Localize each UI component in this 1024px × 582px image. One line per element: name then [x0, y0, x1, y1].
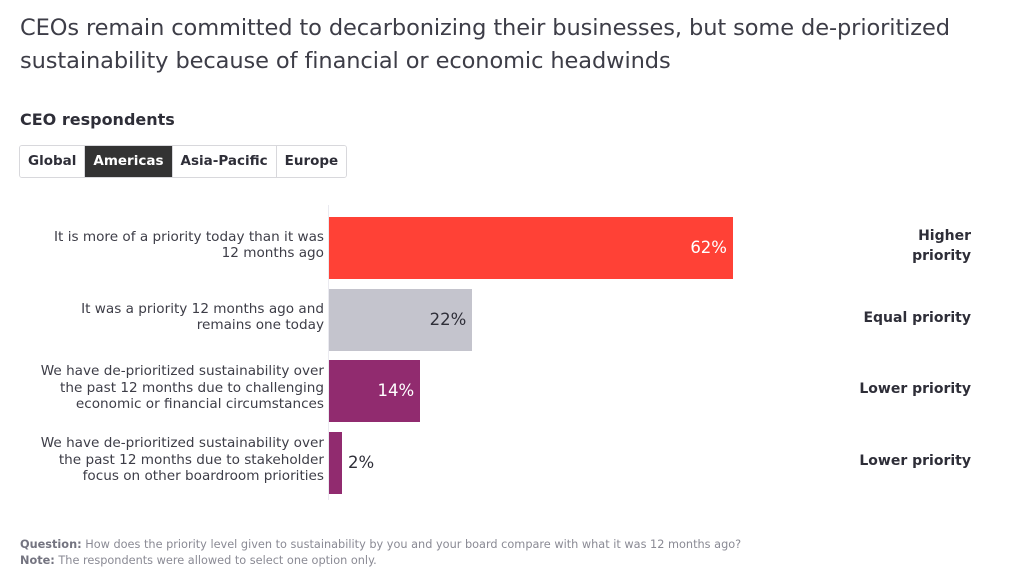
data-label: 2% — [348, 453, 375, 472]
data-label: 14% — [377, 381, 415, 400]
priority-group-label-line: Higher — [918, 228, 971, 244]
priority-group-label-line: Equal priority — [863, 310, 971, 326]
category-label: It is more of a priority today than it w… — [4, 229, 324, 262]
note-text: The respondents were allowed to select o… — [54, 553, 377, 567]
category-label-line: economic or financial circumstances — [75, 396, 324, 413]
tab-global[interactable]: Global — [20, 146, 86, 177]
category-label-line: We have de-prioritized sustainability ov… — [40, 363, 324, 380]
bar — [329, 217, 733, 279]
tab-asia-pacific[interactable]: Asia-Pacific — [172, 146, 277, 177]
category-label-line: It was a priority 12 months ago and — [81, 300, 324, 317]
category-label-line: remains one today — [196, 317, 324, 333]
data-label: 22% — [429, 310, 467, 329]
priority-group-label: Equal priority — [831, 308, 971, 328]
priority-group-label: Higher priority — [831, 226, 971, 266]
bar — [329, 289, 473, 351]
question-label: Question: — [20, 538, 82, 551]
priority-group-label-line: Lower priority — [859, 453, 971, 469]
category-label-line: It is more of a priority today than it w… — [54, 228, 324, 245]
priority-group-label-line: Lower priority — [859, 381, 971, 397]
chart-subtitle: CEO respondents — [20, 110, 175, 129]
category-label-line: We have de-prioritized sustainability ov… — [40, 435, 324, 452]
data-label: 62% — [690, 238, 727, 257]
bar — [329, 360, 421, 422]
region-tabs: Global Americas Asia-Pacific Europe — [19, 145, 348, 178]
note-label: Note: — [20, 553, 55, 567]
category-label-line: the past 12 months due to stakeholder — [58, 451, 324, 468]
priority-group-label-line: priority — [912, 248, 971, 264]
priority-group-label: Lower priority — [831, 379, 971, 399]
category-label: It was a priority 12 months ago and remai… — [4, 301, 324, 334]
tab-europe[interactable]: Europe — [276, 146, 347, 177]
category-label-line: the past 12 months due to challenging — [60, 379, 324, 396]
axis-baseline — [328, 205, 329, 500]
category-label-line: 12 months ago — [221, 245, 324, 261]
tab-americas[interactable]: Americas — [85, 146, 173, 177]
bar-chart: It is more of a priority today than it w… — [0, 205, 1024, 505]
category-label-line: focus on other boardroom priorities — [82, 468, 324, 485]
question-note: Question: How does the priority level gi… — [20, 537, 741, 553]
category-label: We have de-prioritized sustainability ov… — [4, 363, 324, 413]
bar — [329, 432, 343, 494]
priority-group-label: Lower priority — [831, 451, 971, 471]
category-label: We have de-prioritized sustainability ov… — [4, 435, 324, 485]
respondent-note: Note: The respondents were allowed to se… — [20, 553, 741, 569]
question-text: How does the priority level given to sus… — [81, 538, 742, 551]
chart-title: CEOs remain committed to decarbonizing t… — [20, 15, 950, 74]
chart-footer: Question: How does the priority level gi… — [20, 537, 741, 568]
